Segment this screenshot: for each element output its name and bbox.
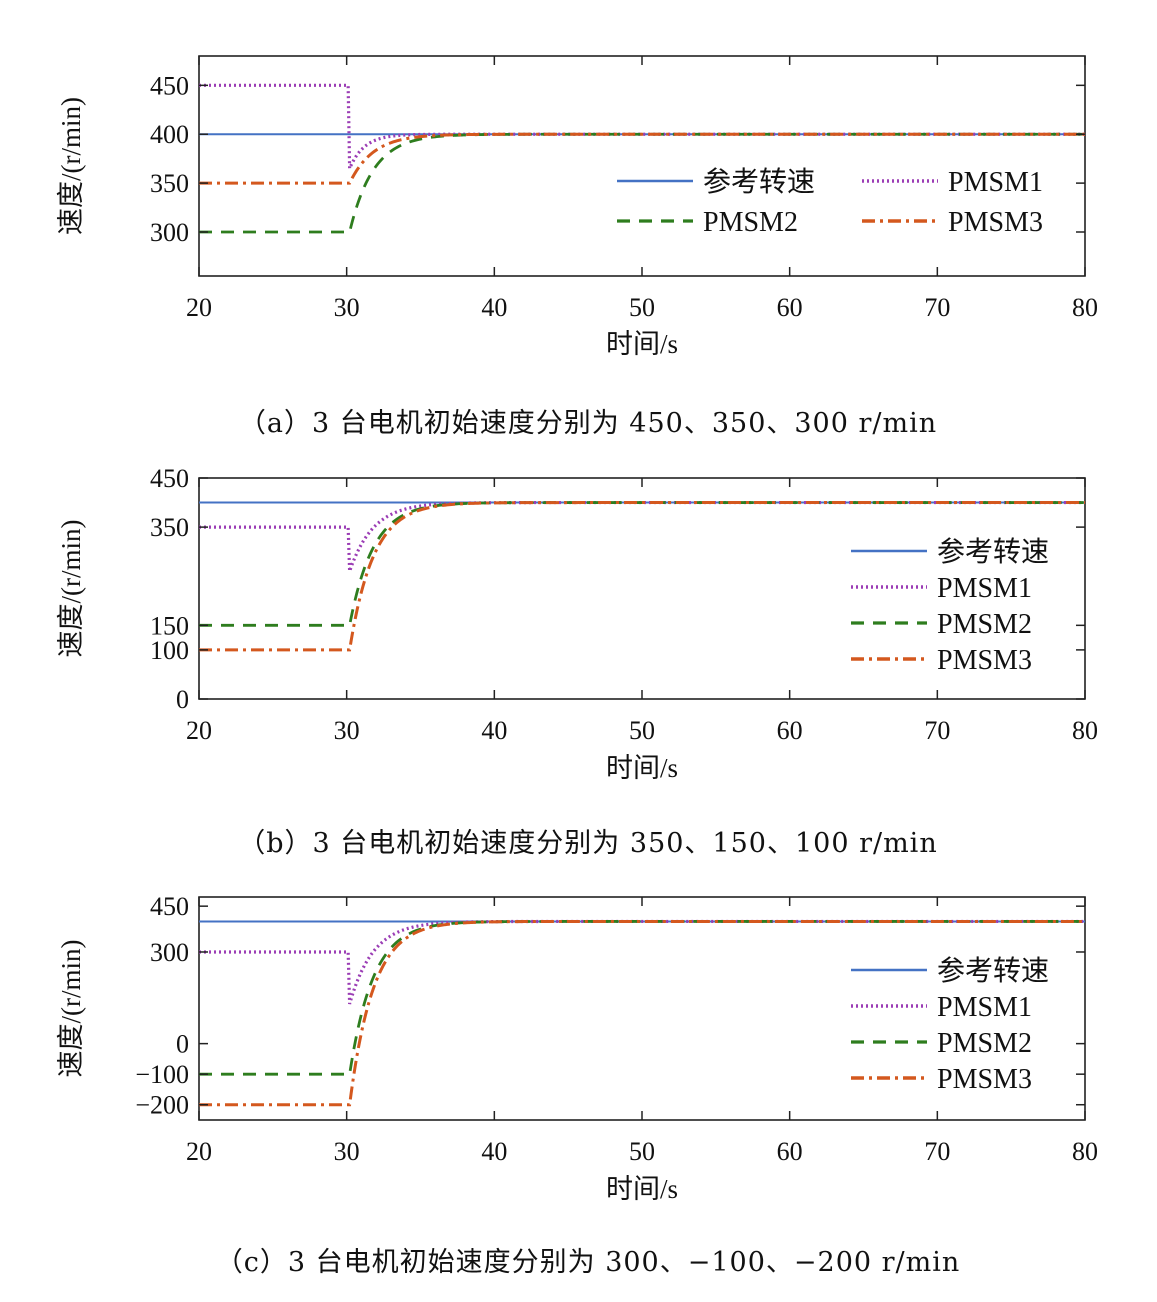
series-line-pmsm3 (199, 501, 1085, 652)
x-tick-label: 20 (186, 1137, 212, 1166)
series-line-pmsm2 (199, 501, 1085, 627)
y-tick-label: 450 (150, 464, 189, 493)
x-tick-label: 20 (186, 716, 212, 745)
y-axis-label: 速度/(r/min) (56, 97, 86, 235)
y-tick-label: 150 (150, 611, 189, 640)
legend-label: PMSM1 (937, 992, 1032, 1023)
y-axis-label: 速度/(r/min) (56, 940, 86, 1078)
x-tick-label: 30 (334, 293, 360, 322)
legend-label: PMSM3 (937, 645, 1032, 676)
series-line-pmsm1 (199, 83, 1085, 170)
panel-caption: （c）3 台电机初始速度分别为 300、−100、−200 r/min (216, 1247, 961, 1278)
x-tick-label: 20 (186, 293, 212, 322)
y-tick-label: 350 (150, 169, 189, 198)
y-tick-label: 0 (176, 1030, 189, 1059)
legend-label: 参考转速 (703, 166, 815, 198)
y-axis-label: 速度/(r/min) (56, 520, 86, 658)
y-tick-label: 100 (150, 636, 189, 665)
y-tick-label: 0 (176, 685, 189, 714)
y-tick-label: 300 (150, 218, 189, 247)
y-tick-label: 450 (150, 892, 189, 921)
y-tick-label: 300 (150, 938, 189, 967)
x-axis-label: 时间/s (606, 329, 678, 359)
x-tick-label: 80 (1072, 293, 1098, 322)
x-tick-label: 40 (481, 1137, 507, 1166)
legend-label: PMSM1 (948, 167, 1043, 198)
y-tick-label: 400 (150, 120, 189, 149)
panel-a: 20 30 40 50 60 70 80 300 350 400 450 时间/s 速度/(r/min)… (56, 55, 1098, 439)
legend-label: PMSM2 (937, 609, 1032, 640)
x-tick-label: 80 (1072, 1137, 1098, 1166)
legend: 参考转速 PMSM1 PMSM2 PMSM3 (851, 955, 1049, 1095)
series-line-pmsm3 (199, 919, 1085, 1107)
x-tick-label: 60 (777, 716, 803, 745)
y-tick-label: 350 (150, 513, 189, 542)
x-tick-label: 40 (481, 716, 507, 745)
legend: 参考转速 PMSM1 PMSM2 PMSM3 (851, 536, 1049, 676)
x-axis-label: 时间/s (606, 1174, 678, 1204)
x-tick-label: 60 (777, 293, 803, 322)
series-line-pmsm3 (199, 132, 1085, 185)
x-axis-label: 时间/s (606, 753, 678, 783)
legend: 参考转速 PMSM1 PMSM2 PMSM3 (617, 166, 1043, 238)
legend-label: PMSM2 (703, 207, 798, 238)
legend-label: PMSM3 (948, 207, 1043, 238)
x-tick-label: 70 (924, 1137, 950, 1166)
legend-label: PMSM2 (937, 1028, 1032, 1059)
x-tick-label: 50 (629, 293, 655, 322)
x-tick-label: 50 (629, 716, 655, 745)
plot-area (198, 55, 1086, 277)
x-tick-label: 30 (334, 716, 360, 745)
y-tick-label: −100 (135, 1060, 189, 1089)
x-tick-label: 80 (1072, 716, 1098, 745)
x-tick-label: 60 (777, 1137, 803, 1166)
x-tick-label: 50 (629, 1137, 655, 1166)
legend-label: PMSM1 (937, 573, 1032, 604)
panel-caption: （a）3 台电机初始速度分别为 450、350、300 r/min (239, 408, 937, 439)
x-tick-label: 30 (334, 1137, 360, 1166)
x-tick-label: 70 (924, 293, 950, 322)
x-tick-label: 40 (481, 293, 507, 322)
x-tick-label: 70 (924, 716, 950, 745)
y-tick-label: −200 (135, 1091, 189, 1120)
y-tick-label: 450 (150, 71, 189, 100)
legend-label: 参考转速 (937, 955, 1049, 987)
legend-label: PMSM3 (937, 1064, 1032, 1095)
panel-caption: （b）3 台电机初始速度分别为 350、150、100 r/min (238, 828, 937, 859)
legend-label: 参考转速 (937, 536, 1049, 568)
